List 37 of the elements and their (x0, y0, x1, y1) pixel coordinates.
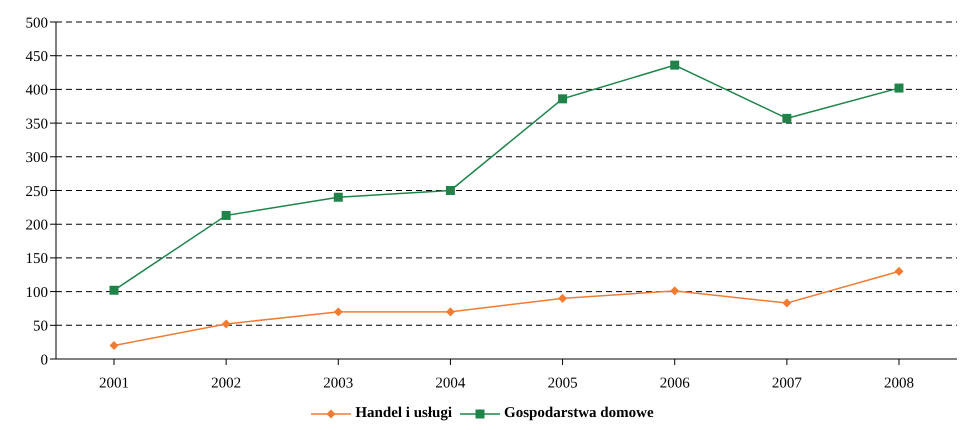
y-tick-label: 50 (33, 318, 48, 335)
point (110, 341, 118, 350)
point (782, 114, 792, 123)
y-tick-label: 250 (26, 184, 48, 200)
x-tick-label: 2008 (884, 376, 914, 392)
y-tick-label: 150 (26, 251, 48, 268)
x-tick-label: 2002 (211, 376, 242, 392)
y-tick-label: 300 (26, 150, 48, 166)
y-tick-label: 0 (40, 352, 48, 368)
point (110, 286, 118, 295)
point (558, 294, 568, 303)
point (894, 84, 904, 93)
x-tick-label: 2004 (435, 376, 466, 392)
y-tick-label: 500 (26, 15, 48, 32)
y-tick-label: 350 (26, 116, 48, 132)
point (670, 60, 680, 70)
point (782, 298, 792, 308)
point (446, 307, 455, 316)
x-tick-label: 2007 (772, 376, 802, 392)
point (334, 307, 343, 316)
point (894, 266, 904, 276)
x-tick-label: 2005 (548, 376, 578, 392)
point (670, 286, 680, 296)
x-tick-label: 2006 (660, 376, 690, 392)
point (222, 210, 231, 220)
point (558, 94, 568, 104)
y-tick-label: 400 (26, 82, 48, 99)
y-tick-label: 450 (26, 49, 48, 66)
legend-label: Gospodarstwa domowe (503, 405, 654, 422)
y-tick-label: 200 (26, 218, 48, 234)
x-tick-label: 2003 (323, 376, 354, 392)
point (334, 192, 343, 202)
legend-label: Handel i usługi (354, 405, 452, 422)
x-tick-label: 2001 (99, 376, 129, 392)
point (222, 319, 231, 328)
point (446, 186, 455, 195)
y-tick-label: 100 (26, 284, 48, 301)
